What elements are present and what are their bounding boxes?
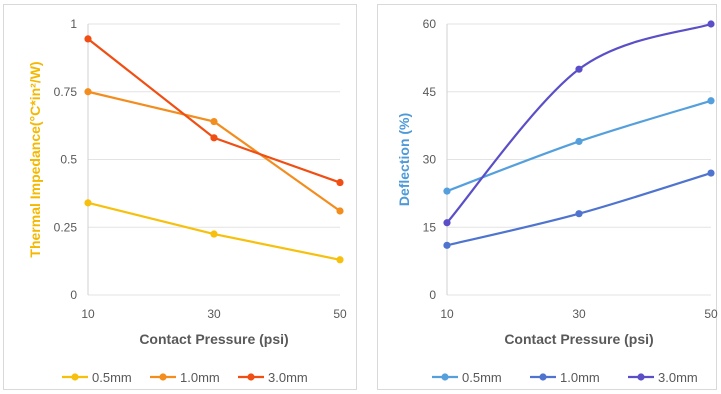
x-tick-label: 10 bbox=[440, 307, 454, 321]
legend-label-3.0mm: 3.0mm bbox=[268, 370, 308, 385]
y-tick-label: 45 bbox=[423, 85, 437, 99]
data-point-3.0mm bbox=[84, 35, 92, 43]
legend-label-0.5mm: 0.5mm bbox=[92, 370, 132, 385]
x-tick-label: 30 bbox=[572, 307, 586, 321]
x-tick-label: 50 bbox=[704, 307, 718, 321]
x-axis-title: Contact Pressure (psi) bbox=[139, 331, 288, 347]
data-point-0.5mm bbox=[210, 230, 218, 238]
series-line-1.0mm bbox=[446, 171, 712, 247]
legend-marker-3.0mm bbox=[247, 373, 255, 381]
y-tick-label: 0.5 bbox=[60, 153, 77, 167]
thermal-impedance-chart-panel: 0 0.25 0.5 0.75 1 10 30 50 Contact Pressure (psi… bbox=[3, 4, 357, 390]
y-tick-label: 0.75 bbox=[54, 85, 78, 99]
data-point-0.5mm bbox=[443, 187, 451, 195]
x-tick-label: 10 bbox=[81, 307, 95, 321]
y-axis-title: Deflection (%) bbox=[396, 113, 412, 206]
x-tick-label: 30 bbox=[207, 307, 221, 321]
legend-marker-0.5mm bbox=[441, 373, 449, 381]
legend-marker-0.5mm bbox=[71, 373, 79, 381]
y-tick-label: 1 bbox=[70, 17, 77, 31]
data-point-1.0mm bbox=[575, 210, 583, 218]
data-point-1.0mm bbox=[84, 88, 92, 96]
data-point-1.0mm bbox=[443, 241, 451, 249]
y-tick-label: 15 bbox=[423, 220, 437, 234]
data-point-3.0mm bbox=[210, 134, 218, 142]
y-tick-label: 30 bbox=[423, 153, 437, 167]
series-line-1.0mm bbox=[87, 90, 341, 212]
legend-marker-3.0mm bbox=[637, 373, 645, 381]
data-point-0.5mm bbox=[575, 137, 583, 146]
data-point-3.0mm bbox=[575, 65, 583, 73]
y-axis-title: Thermal Impedance(°C*in²/W) bbox=[27, 61, 43, 257]
series-line-3.0mm bbox=[446, 22, 712, 224]
data-point-0.5mm bbox=[707, 97, 715, 105]
data-point-1.0mm bbox=[707, 169, 715, 177]
y-tick-label: 0 bbox=[429, 288, 436, 302]
data-point-0.5mm bbox=[336, 256, 344, 264]
data-point-3.0mm bbox=[707, 20, 715, 28]
data-point-3.0mm bbox=[443, 219, 451, 227]
y-tick-label: 0 bbox=[70, 288, 77, 302]
series-line-3.0mm bbox=[87, 38, 341, 184]
legend-marker-1.0mm bbox=[539, 373, 547, 381]
x-axis-title: Contact Pressure (psi) bbox=[504, 331, 653, 347]
legend-label-3.0mm: 3.0mm bbox=[658, 370, 698, 385]
data-point-1.0mm bbox=[336, 207, 344, 215]
data-point-0.5mm bbox=[84, 199, 92, 207]
deflection-chart-panel: 0 15 30 45 60 10 30 50 Contact Pressure (psi) Def… bbox=[377, 4, 718, 390]
data-point-1.0mm bbox=[210, 117, 218, 126]
deflection-chart: 0 15 30 45 60 10 30 50 Contact Pressure (psi) Def… bbox=[396, 17, 718, 385]
legend-label-1.0mm: 1.0mm bbox=[180, 370, 220, 385]
legend-label-0.5mm: 0.5mm bbox=[462, 370, 502, 385]
x-tick-label: 50 bbox=[333, 307, 347, 321]
y-tick-label: 0.25 bbox=[54, 220, 78, 234]
legend-marker-1.0mm bbox=[159, 373, 167, 381]
data-point-3.0mm bbox=[336, 178, 344, 187]
y-tick-label: 60 bbox=[423, 17, 437, 31]
series-line-0.5mm bbox=[446, 99, 712, 193]
legend-label-1.0mm: 1.0mm bbox=[560, 370, 600, 385]
thermal-impedance-chart: 0 0.25 0.5 0.75 1 10 30 50 Contact Pressure (psi… bbox=[27, 17, 347, 385]
